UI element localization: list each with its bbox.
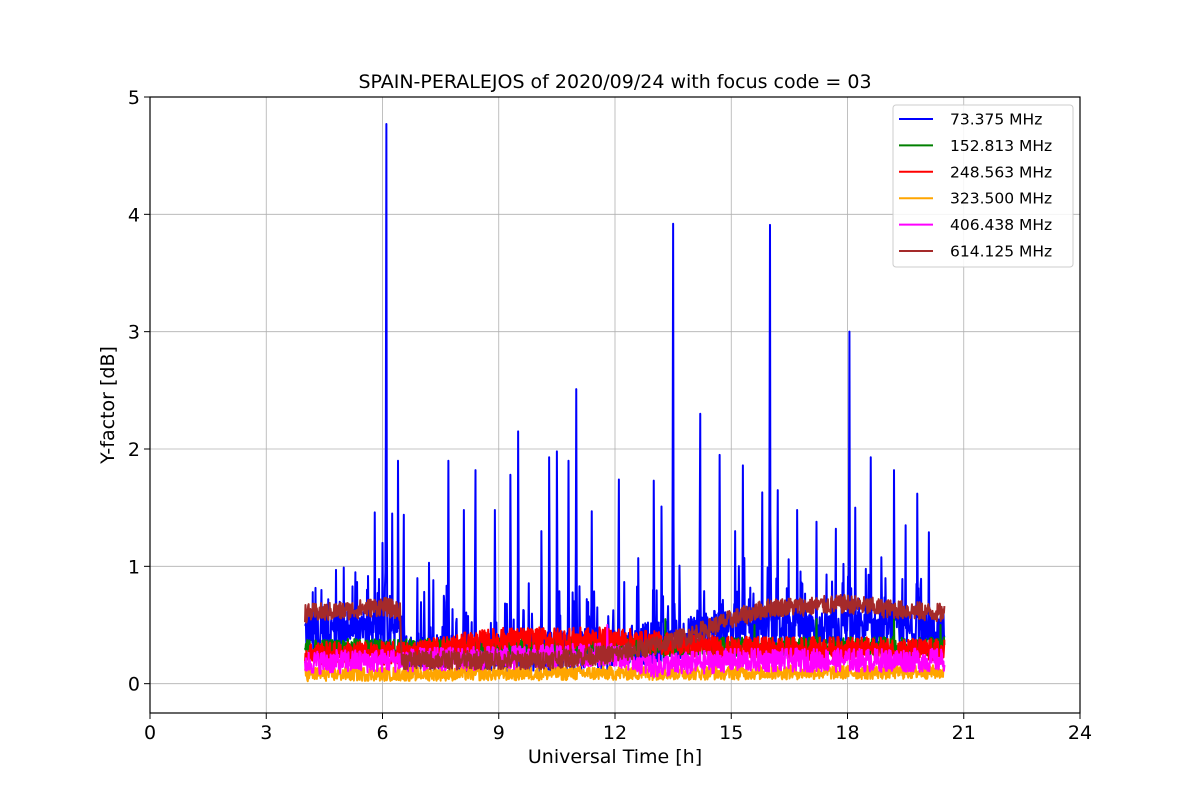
series-line-3	[304, 664, 946, 683]
x-tick-label: 15	[719, 722, 743, 744]
series-line-5	[304, 593, 946, 671]
series-group	[304, 122, 946, 683]
x-tick-label: 21	[952, 722, 976, 744]
x-tick-label: 24	[1068, 722, 1092, 744]
y-tick-label: 4	[128, 204, 140, 226]
legend-box	[892, 104, 1074, 268]
legend-label: 614.125 MHz	[950, 243, 1052, 261]
x-tick-label: 9	[493, 722, 505, 744]
y-tick-label: 0	[128, 674, 140, 696]
legend: 73.375 MHz 152.813 MHz 248.563 MHz 323.500 …	[892, 104, 1074, 268]
legend-label: 406.438 MHz	[950, 216, 1052, 234]
x-tick-label: 12	[603, 722, 627, 744]
legend-label: 323.500 MHz	[950, 190, 1052, 208]
y-tick-label: 2	[128, 439, 140, 461]
x-axis-label: Universal Time [h]	[528, 746, 702, 768]
legend-label: 73.375 MHz	[950, 111, 1042, 129]
x-tick-label: 6	[376, 722, 388, 744]
x-tick-label: 18	[835, 722, 859, 744]
chart-title: SPAIN-PERALEJOS of 2020/09/24 with focus…	[358, 71, 871, 93]
y-axis-label: Y-factor [dB]	[97, 346, 119, 465]
y-tick-label: 1	[128, 556, 140, 578]
x-tick-label: 3	[260, 722, 272, 744]
y-tick-label: 3	[128, 322, 140, 344]
x-tick-label: 0	[144, 722, 156, 744]
legend-label: 152.813 MHz	[950, 137, 1052, 155]
y-tick-label: 5	[128, 87, 140, 109]
legend-label: 248.563 MHz	[950, 163, 1052, 181]
